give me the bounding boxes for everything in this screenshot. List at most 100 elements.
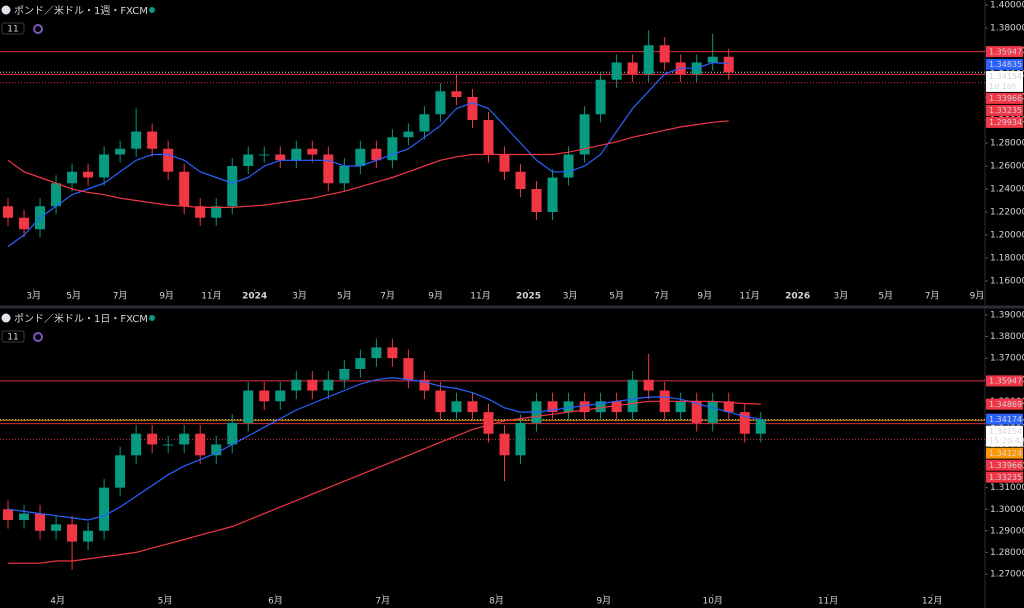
- candle-body: [611, 401, 622, 413]
- candle-body: [115, 148, 126, 155]
- x-tick-label: 12月: [922, 596, 942, 607]
- price-label-box: [986, 46, 1023, 58]
- x-tick-label: 11月: [201, 291, 221, 302]
- candle-body: [515, 422, 526, 456]
- candle-body: [499, 154, 510, 172]
- price-label-box: [986, 425, 1023, 447]
- moving-average: [7, 376, 761, 521]
- candle-body: [35, 513, 46, 531]
- price-label: 1.35947: [989, 377, 1022, 386]
- countdown-label: 1d 16h: [989, 82, 1017, 91]
- indicator-badge[interactable]: [1, 22, 25, 35]
- candle-body: [403, 358, 414, 380]
- indicator-count: 11: [7, 25, 18, 35]
- candle-body: [563, 154, 574, 178]
- candle-body: [19, 217, 30, 230]
- y-tick-label: 1.38000: [990, 332, 1024, 342]
- candle-body: [51, 183, 62, 207]
- candle-body: [83, 530, 94, 542]
- candle-body: [179, 171, 190, 207]
- candle-body: [547, 177, 558, 212]
- candle-body: [115, 455, 126, 488]
- candle-body: [179, 433, 190, 445]
- y-tick-label: 1.31000: [990, 483, 1024, 493]
- candle-body: [515, 171, 526, 189]
- moving-average: [7, 120, 729, 208]
- candle-body: [387, 137, 398, 161]
- candle-body: [659, 45, 670, 63]
- candle-body: [307, 148, 318, 155]
- price-label: 1.34869: [989, 400, 1022, 409]
- x-tick-label: 9月: [596, 596, 611, 607]
- candle-body: [355, 148, 366, 166]
- x-tick-label: 9月: [159, 291, 174, 302]
- candle-body: [595, 401, 606, 413]
- price-label: 1.34154: [989, 427, 1022, 436]
- x-tick-label: 2024: [242, 292, 267, 302]
- price-label-box: [986, 413, 1023, 425]
- candle-body: [643, 379, 654, 391]
- x-tick-label: 7月: [113, 291, 128, 302]
- candle-body: [371, 347, 382, 359]
- candle-body: [483, 412, 494, 434]
- candle-body: [307, 379, 318, 391]
- x-tick-label: 5月: [337, 291, 352, 302]
- candle-body: [275, 154, 286, 161]
- price-label: 1.34835: [989, 60, 1022, 69]
- candle-body: [691, 401, 702, 423]
- candle-body: [19, 513, 30, 521]
- candle-body: [147, 131, 158, 149]
- candle-body: [755, 419, 766, 434]
- indicator-icon: [33, 24, 43, 34]
- candle-body: [723, 56, 734, 73]
- candle-body: [339, 166, 350, 184]
- y-tick-label: 1.39000: [990, 311, 1024, 321]
- candle-body: [3, 509, 14, 521]
- candle-body: [211, 206, 222, 218]
- candle-body: [595, 79, 606, 115]
- price-label: 1.33966: [989, 94, 1022, 103]
- candle-body: [147, 433, 158, 445]
- candle-body: [291, 148, 302, 161]
- candle-body: [627, 379, 638, 413]
- price-label-box: [986, 70, 1023, 92]
- candle-body: [579, 114, 590, 155]
- candle-body: [499, 433, 510, 456]
- candle-body: [243, 390, 254, 423]
- candle-body: [723, 401, 734, 413]
- candle-body: [627, 62, 638, 74]
- x-tick-label: 11月: [818, 596, 838, 607]
- x-tick-label: 6月: [268, 596, 283, 607]
- candle-body: [275, 390, 286, 402]
- candle-body: [435, 91, 446, 115]
- x-tick-label: 7月: [380, 291, 395, 302]
- indicator-badge[interactable]: [1, 330, 25, 343]
- candle-body: [163, 148, 174, 172]
- candle-body: [451, 401, 462, 413]
- candle-body: [419, 114, 430, 132]
- price-label: 1.34124: [989, 449, 1022, 458]
- x-tick-label: 3月: [26, 291, 41, 302]
- candle-body: [227, 422, 238, 445]
- candle-body: [403, 131, 414, 138]
- candle-body: [355, 358, 366, 369]
- y-tick-label: 1.26000: [990, 162, 1024, 172]
- candle-body: [51, 524, 62, 531]
- x-tick-label: 8月: [489, 596, 504, 607]
- price-label-box: [986, 459, 1023, 471]
- x-tick-label: 2026: [785, 292, 810, 302]
- x-tick-label: 5月: [609, 291, 624, 302]
- candle-body: [579, 401, 590, 413]
- candle-body: [371, 148, 382, 161]
- y-tick-label: 1.22000: [990, 208, 1024, 218]
- x-tick-label: 10月: [702, 596, 722, 607]
- price-label-box: [986, 58, 1023, 70]
- y-tick-label: 1.18000: [990, 254, 1024, 264]
- y-tick-label: 1.29000: [990, 526, 1024, 536]
- candle-body: [259, 390, 270, 402]
- price-label: 1.34154: [989, 72, 1022, 81]
- y-tick-label: 1.38000: [990, 24, 1024, 34]
- candle-body: [67, 524, 78, 542]
- candle-body: [467, 401, 478, 413]
